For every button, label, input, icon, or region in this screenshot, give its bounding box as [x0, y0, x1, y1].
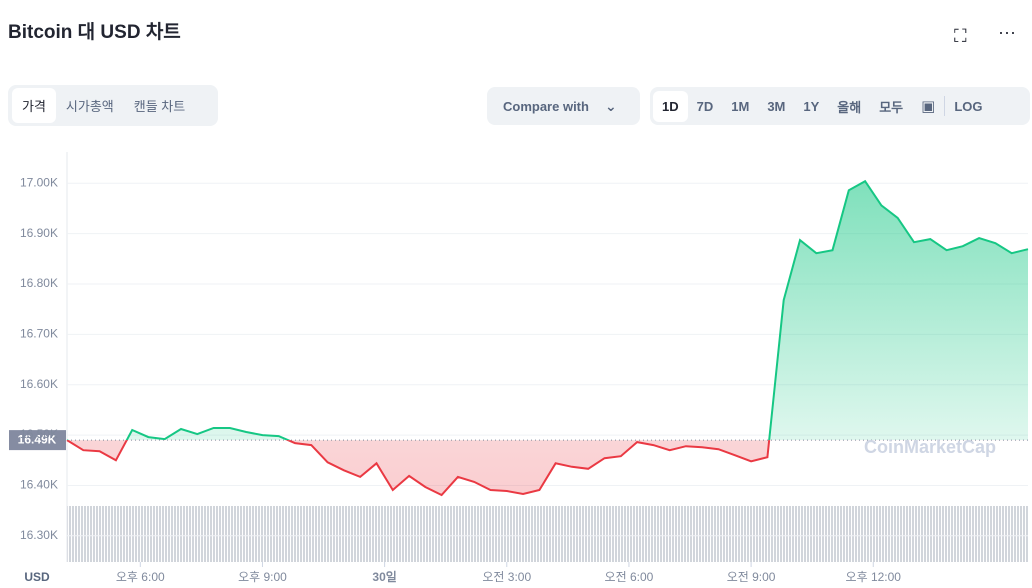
baseline-label: 16.49K — [18, 432, 57, 446]
price-line-up — [66, 179, 1029, 441]
range-button[interactable]: 모두 — [879, 99, 904, 115]
area-up — [67, 181, 1028, 441]
chevron: ⌄ — [604, 97, 617, 114]
calendar-icon[interactable]: ▣ — [921, 98, 936, 115]
range-button[interactable]: 3M — [767, 98, 786, 114]
tab-group: 가격 시가총액 캔들 차트 — [8, 85, 218, 126]
x-tick-label: 오후 6:00 — [116, 570, 165, 584]
watermark: CoinMarketCap — [864, 437, 996, 457]
area-down — [67, 440, 770, 495]
tab[interactable]: 가격 — [12, 88, 56, 123]
more-icon[interactable]: ··· — [998, 22, 1016, 42]
y-tick-label: 16.90K — [20, 226, 58, 240]
y-tick-label: 16.30K — [20, 528, 58, 542]
x-tick-label: 오전 3:00 — [482, 570, 531, 584]
y-tick-label: 16.40K — [20, 478, 58, 492]
y-axis-label: USD — [24, 570, 50, 584]
log-button[interactable]: LOG — [954, 98, 983, 114]
y-tick-label: 16.60K — [20, 377, 58, 391]
y-tick-label: 17.00K — [20, 175, 58, 189]
x-tick-label: 오후 9:00 — [238, 570, 287, 584]
tab[interactable]: 시가총액 — [65, 99, 114, 114]
y-tick-label: 16.70K — [20, 327, 58, 341]
x-tick-label: 오전 9:00 — [727, 570, 776, 584]
compare-dropdown[interactable]: Compare with ⌄ — [487, 87, 640, 125]
y-tick-label: 16.80K — [20, 276, 58, 290]
range-button[interactable]: 1Y — [803, 98, 820, 114]
range-button[interactable]: 올해 — [837, 99, 862, 115]
x-tick-label: 오후 12:00 — [846, 570, 902, 584]
x-tick-label: 30일 — [372, 570, 396, 584]
x-tick-label: 오전 6:00 — [605, 570, 654, 584]
fullscreen-icon[interactable]: ⛶ — [954, 26, 967, 46]
range-button[interactable]: 7D — [696, 98, 714, 114]
price-line-down — [66, 440, 771, 497]
range-button[interactable]: 1M — [731, 98, 750, 114]
y-tick-label: 16.50K — [20, 427, 58, 441]
compare-label: Compare with — [503, 98, 589, 114]
divider — [944, 96, 946, 116]
baseline-badge — [9, 430, 66, 451]
page-title: Bitcoin 대 USD 차트 — [8, 22, 181, 43]
tab[interactable]: 캔들 차트 — [133, 99, 186, 114]
volume-band — [67, 506, 1028, 562]
range-group: 1D 7D 1M 3M 1Y 올해 모두 ▣ LOG — [650, 87, 1030, 125]
range-button[interactable]: 1D — [653, 90, 688, 122]
